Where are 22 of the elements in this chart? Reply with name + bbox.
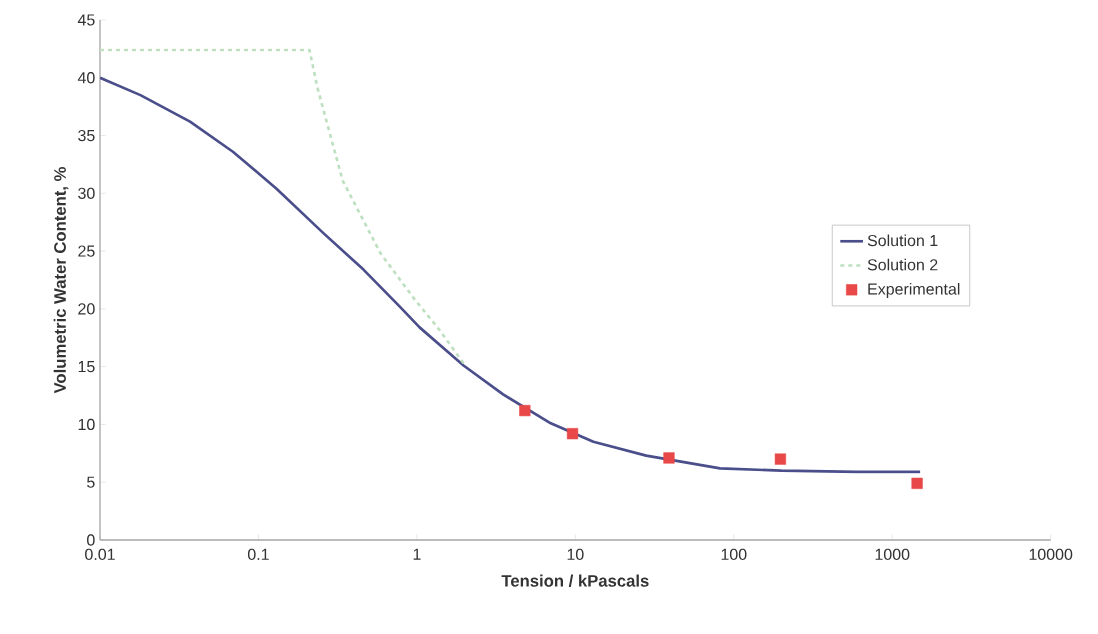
y-tick-label: 35: [78, 129, 95, 142]
y-axis-title: Volumetric Water Content, %: [53, 166, 69, 394]
x-tick-label: 100: [721, 548, 747, 561]
y-tick-label: 15: [78, 361, 95, 373]
x-tick-label: 10000: [1029, 548, 1073, 561]
y-tick-label: 10: [78, 418, 95, 431]
x-tick-label: 1: [413, 548, 421, 560]
legend-label: Experimental: [868, 283, 960, 298]
y-tick-label: 40: [77, 72, 95, 84]
y-tick-label: 20: [78, 303, 95, 315]
y-tick-label: 45: [77, 14, 95, 26]
y-tick-label: 0: [87, 534, 95, 546]
y-tick-label: 25: [78, 245, 95, 257]
x-tick-label: 1000: [875, 548, 910, 561]
x-tick-label: 0.1: [247, 548, 269, 561]
y-tick-label: 5: [87, 476, 95, 488]
y-tick-label: 30: [78, 187, 95, 199]
x-axis-title: Tension / kPascals: [501, 574, 649, 587]
legend-label: Solution 2: [867, 258, 938, 271]
legend-label: Solution 1: [867, 234, 938, 247]
x-tick-label: 0.01: [85, 548, 115, 561]
x-tick-label: 10: [567, 548, 584, 561]
